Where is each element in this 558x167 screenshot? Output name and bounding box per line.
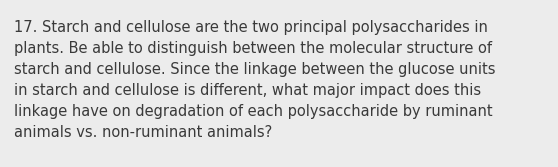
Text: 17. Starch and cellulose are the two principal polysaccharides in
plants. Be abl: 17. Starch and cellulose are the two pri… [14, 20, 496, 140]
